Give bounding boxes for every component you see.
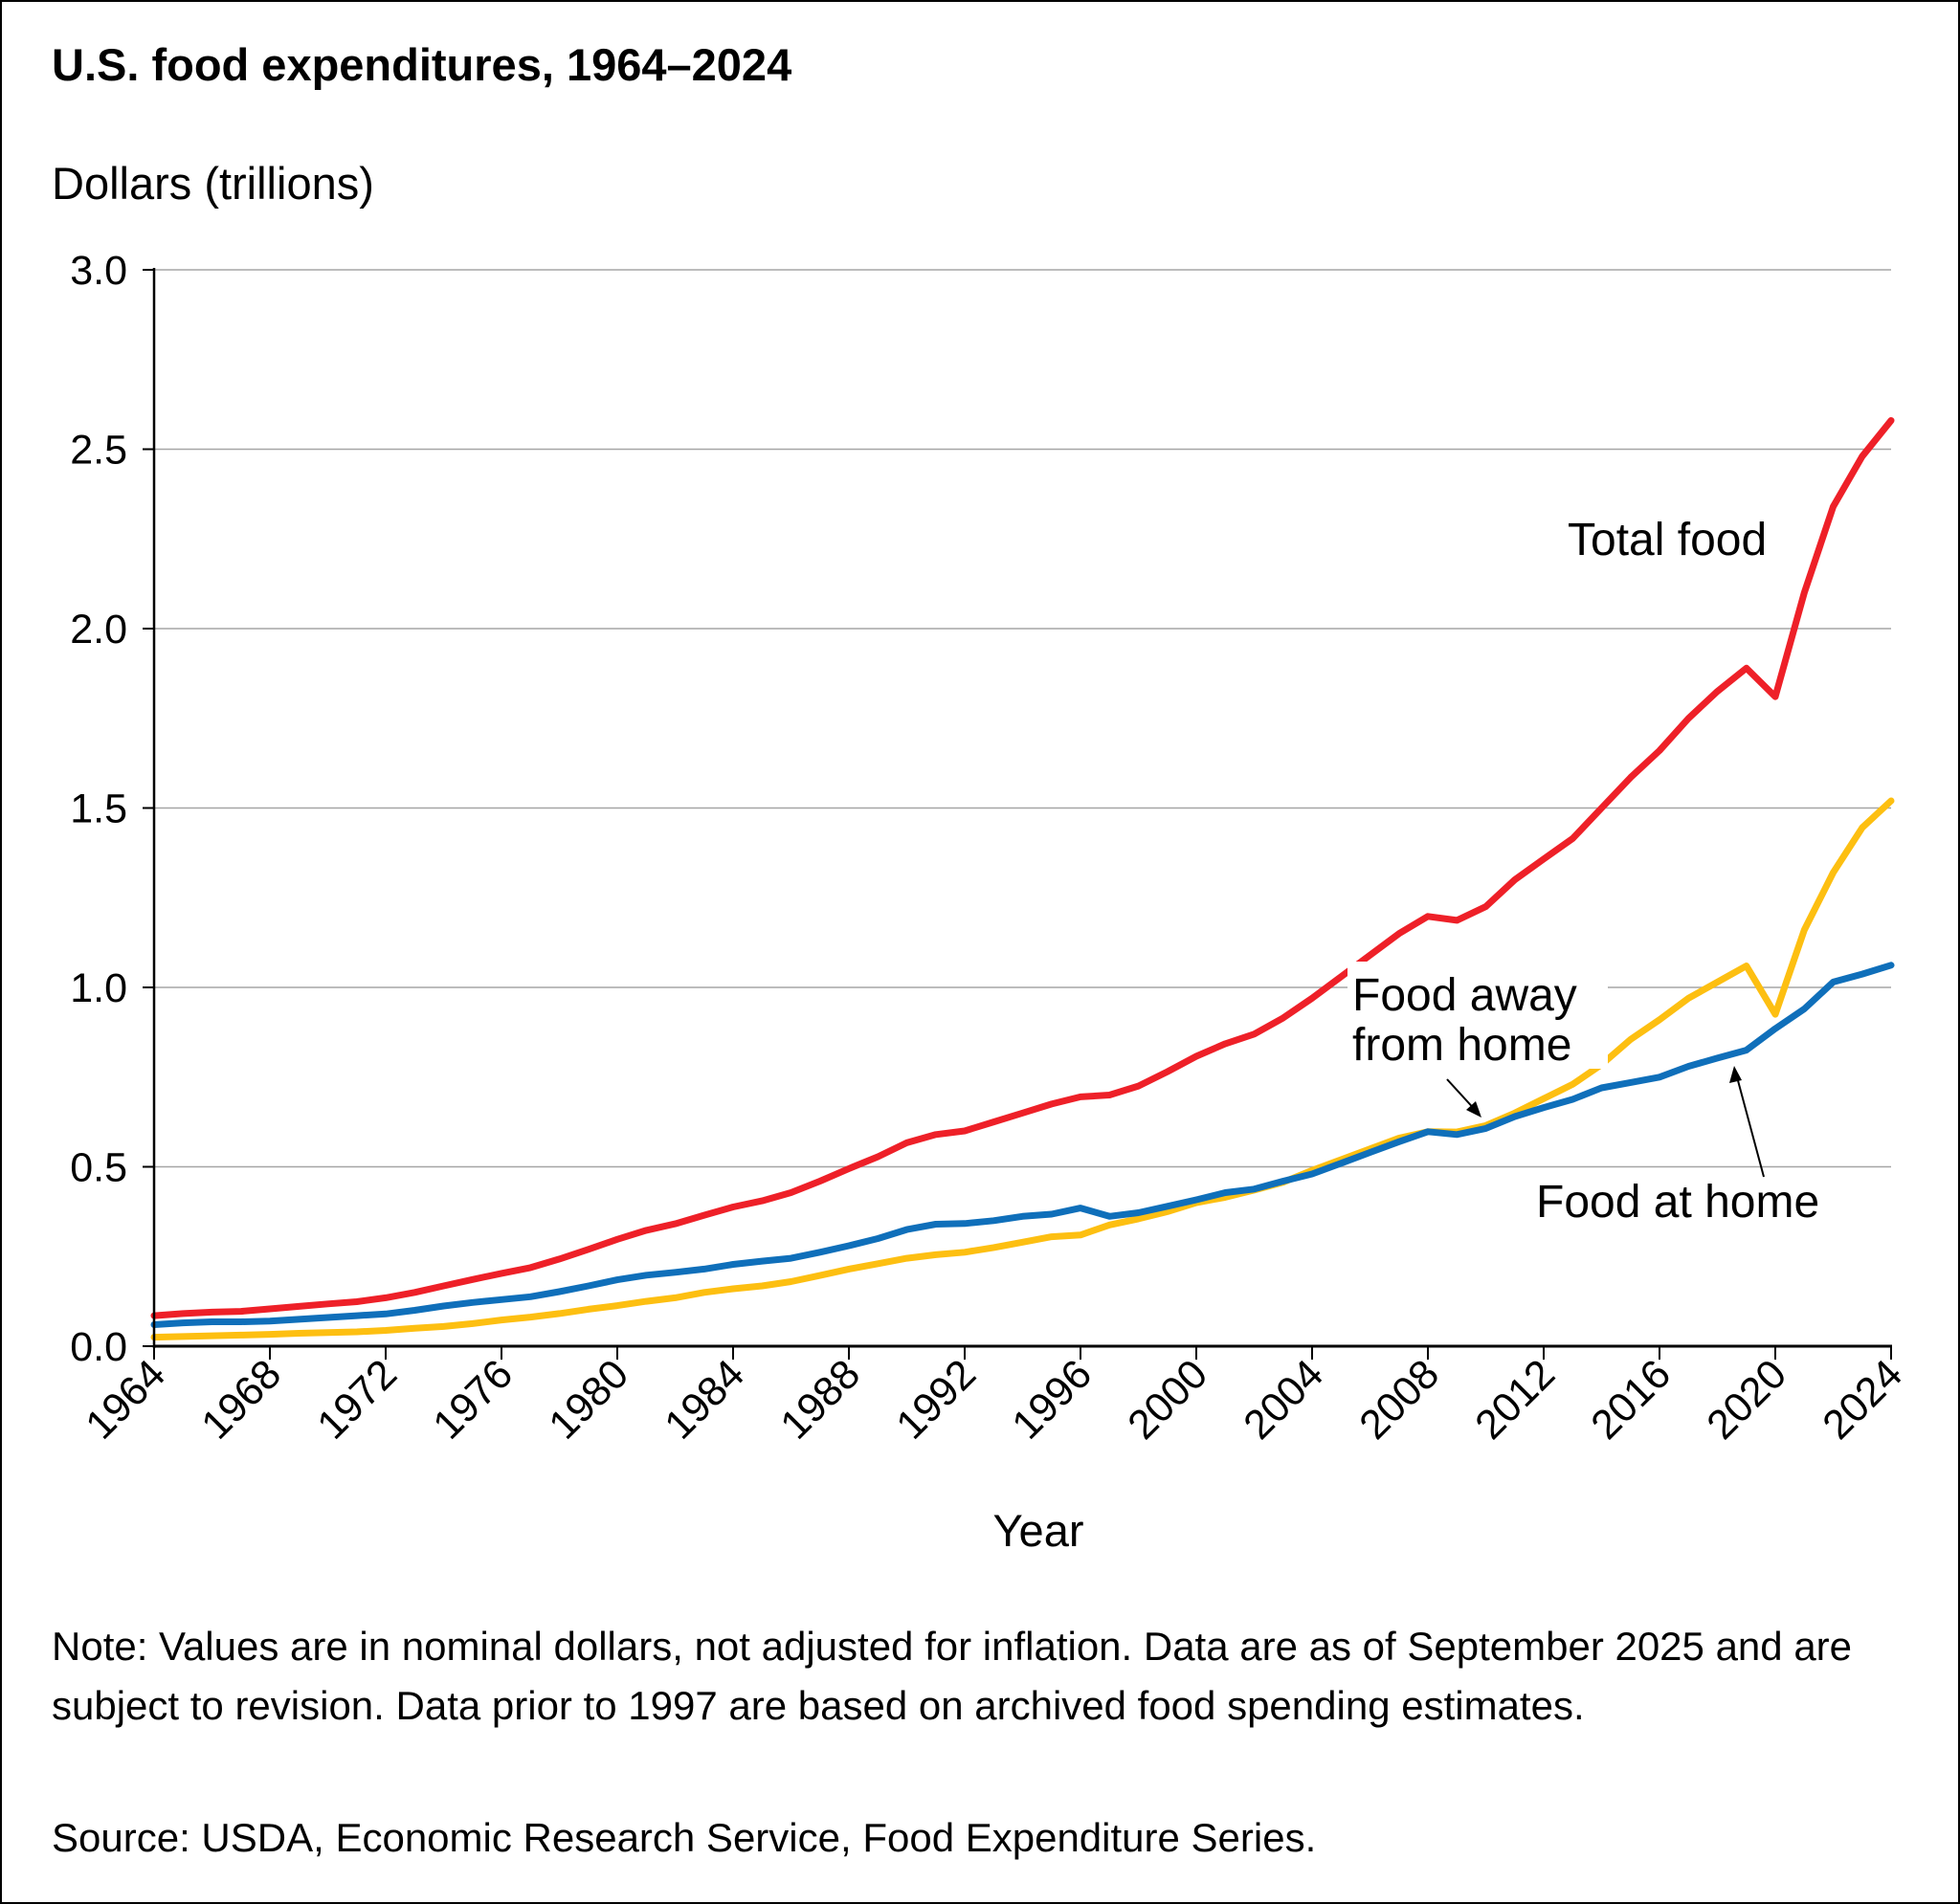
series-line-food-away-from-home — [150, 797, 1895, 1341]
x-tick-label: 1980 — [540, 1351, 637, 1449]
x-tick-label: 1992 — [887, 1351, 985, 1449]
annotation-food-away-line1: Food away — [1352, 970, 1577, 1021]
annotation-background — [1348, 962, 1608, 1069]
y-tick-label: 1.0 — [70, 965, 127, 1011]
y-tick-label: 0.5 — [70, 1145, 127, 1191]
annotation-total-food: Total food — [1568, 515, 1767, 565]
y-axis-label: Dollars (trillions) — [52, 158, 374, 209]
x-tick-label: 1988 — [771, 1351, 869, 1449]
x-tick-label: 2004 — [1235, 1351, 1332, 1449]
annotation-food-away-line2: from home — [1352, 1020, 1571, 1071]
series-line-food-at-home — [150, 962, 1895, 1328]
series-line-total-food — [150, 417, 1895, 1319]
x-tick-label: 2024 — [1814, 1351, 1911, 1449]
y-tick-label: 3.0 — [70, 248, 127, 294]
chart-note: Note: Values are in nominal dollars, not… — [52, 1624, 1853, 1728]
x-tick-label: 2020 — [1698, 1351, 1795, 1449]
x-tick-label: 1976 — [424, 1351, 522, 1449]
y-axis-ticks: 0.0 0.5 1.0 1.5 2.0 2.5 3.0 — [70, 248, 154, 1370]
x-tick-label: 1968 — [192, 1351, 290, 1449]
x-tick-label: 1984 — [656, 1351, 753, 1449]
chart-source: Source: USDA, Economic Research Service,… — [52, 1815, 1317, 1860]
x-tick-label: 2016 — [1582, 1351, 1680, 1449]
x-tick-label: 2000 — [1119, 1351, 1216, 1449]
arrow-food-at-home — [1729, 1066, 1765, 1178]
chart-title: U.S. food expenditures, 1964–2024 — [52, 39, 791, 90]
y-tick-label: 0.0 — [70, 1324, 127, 1370]
y-tick-label: 1.5 — [70, 786, 127, 832]
x-axis-ticks: 1964 1968 1972 1976 1980 1984 1988 1992 1996 2000… — [77, 1346, 1911, 1449]
x-tick-label: 2012 — [1466, 1351, 1564, 1449]
x-tick-label: 1972 — [308, 1351, 406, 1449]
arrow-food-away — [1446, 1078, 1481, 1118]
annotation-food-at-home: Food at home — [1536, 1177, 1819, 1228]
y-tick-label: 2.0 — [70, 607, 127, 653]
x-axis-label: Year — [993, 1505, 1084, 1556]
x-tick-label: 1996 — [1003, 1351, 1101, 1449]
y-tick-label: 2.5 — [70, 428, 127, 474]
gridlines — [154, 269, 1891, 1168]
x-tick-label: 2008 — [1350, 1351, 1448, 1449]
